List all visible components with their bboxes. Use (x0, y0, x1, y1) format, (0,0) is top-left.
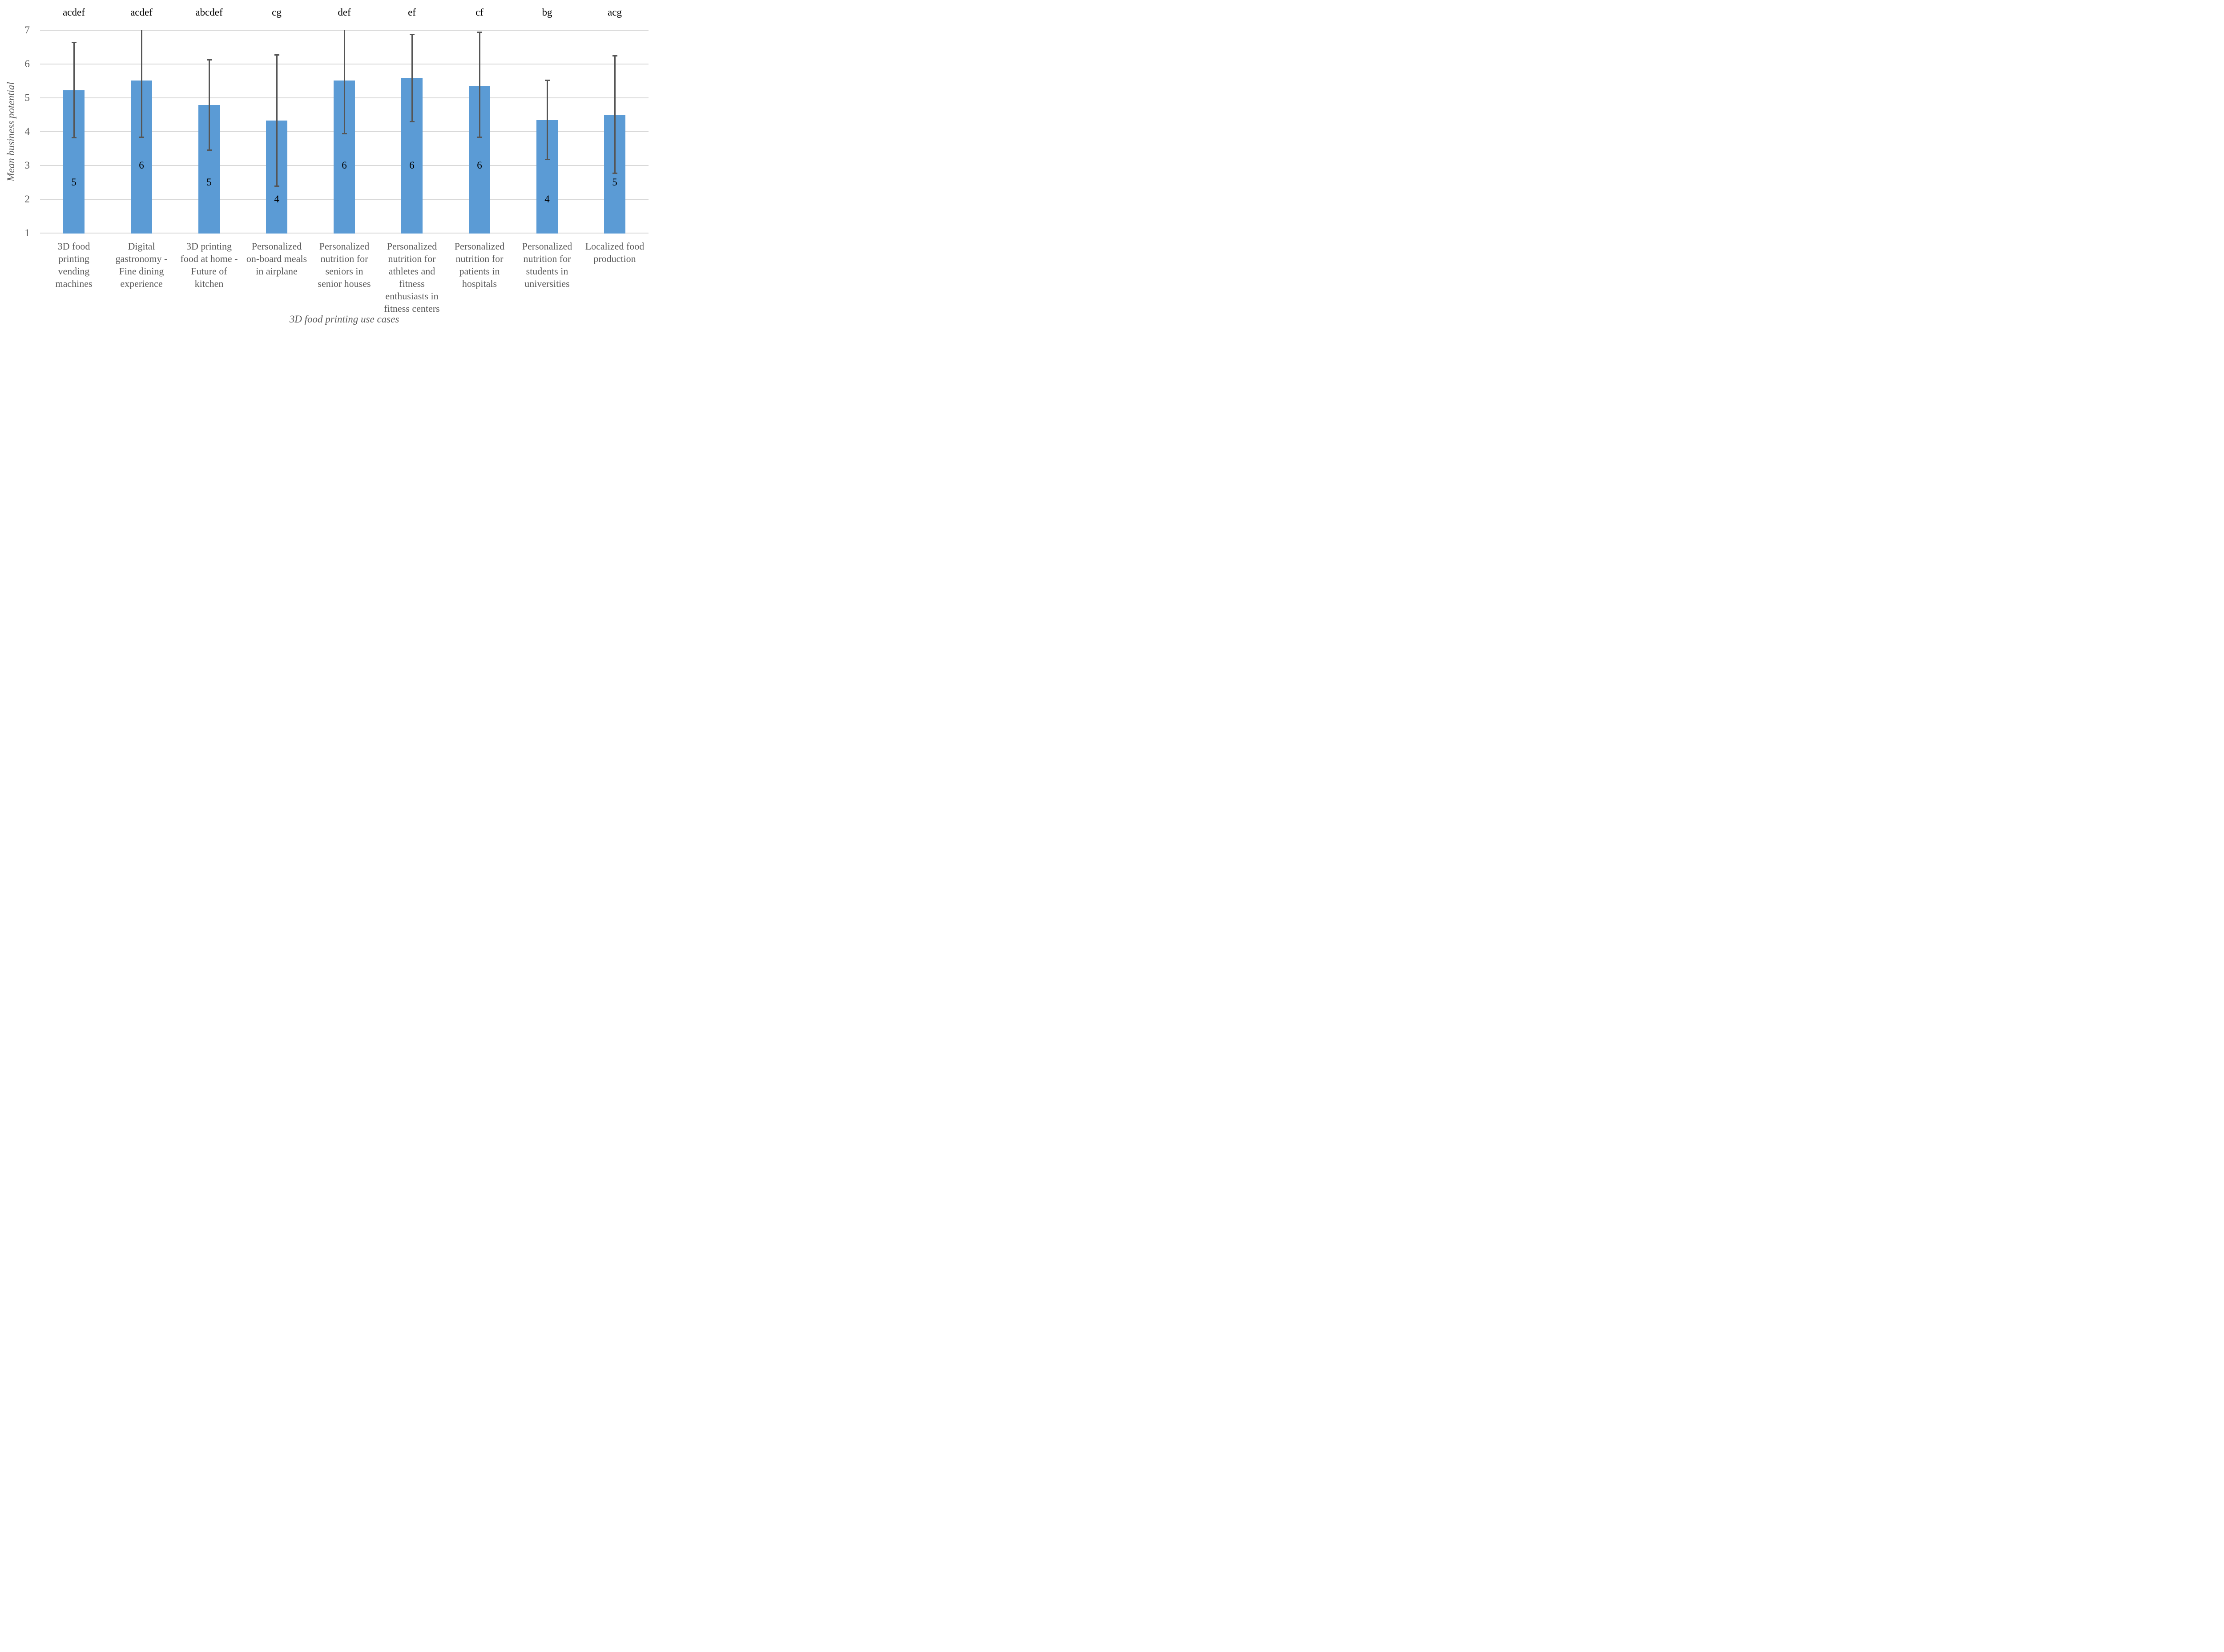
category-label-line: universities (524, 278, 570, 289)
category-label-line: patients in (459, 266, 500, 277)
category-label-line: kitchen (194, 278, 224, 289)
error-cap-bottom (206, 149, 212, 151)
y-axis-tick-label: 7 (24, 24, 30, 36)
category-label-line: experience (120, 278, 163, 289)
error-cap-top (477, 32, 482, 33)
category-label-line: machines (55, 278, 93, 289)
category-label-line: nutrition for (455, 253, 504, 264)
y-axis-tick-label: 2 (24, 193, 30, 205)
median-label: 6 (139, 160, 144, 171)
category-label-line: vending (58, 266, 90, 277)
category-label-line: Digital (128, 241, 155, 252)
median-label: 5 (612, 177, 617, 188)
bar-chart-figure: Mean business potential 3D food printing… (0, 0, 654, 330)
category-label-line: nutrition for (320, 253, 368, 264)
category-label-line: seniors in (325, 266, 363, 277)
category-label-line: hospitals (462, 278, 497, 289)
error-cap-bottom (342, 133, 347, 135)
median-label: 6 (409, 160, 415, 171)
error-cap-bottom (409, 121, 415, 122)
error-whisker (614, 56, 616, 173)
category-label: Personalized on-board meals in airplane (243, 240, 310, 278)
error-cap-top (206, 59, 212, 60)
category-label-line: senior houses (318, 278, 371, 289)
category-label-line: Fine dining (119, 266, 164, 277)
error-cap-top (612, 55, 617, 56)
category-label-line: production (593, 253, 636, 264)
error-cap-top (71, 41, 77, 43)
category-label-line: on-board meals (246, 253, 307, 264)
category-label-line: Future of (191, 266, 227, 277)
category-label-line: fitness (399, 278, 425, 289)
error-cap-bottom (477, 137, 482, 138)
median-label: 5 (71, 177, 77, 188)
category-label-line: Personalized (387, 241, 437, 252)
category-label: 3D food printing vending machines (40, 240, 108, 290)
category-label-line: students in (526, 266, 568, 277)
category-label-line: 3D food (57, 241, 90, 252)
category-label-line: Localized food (585, 241, 645, 252)
significance-letters: def (338, 7, 351, 18)
error-whisker (343, 30, 345, 134)
category-label-line: Personalized (251, 241, 302, 252)
category-label-line: nutrition for (388, 253, 436, 264)
category-label: Digital gastronomy - Fine dining experience (108, 240, 175, 290)
error-whisker (276, 55, 278, 186)
error-cap-top (274, 54, 279, 56)
error-whisker (141, 30, 142, 137)
category-label: Personalized nutrition for athletes and fit… (378, 240, 446, 315)
median-label: 5 (206, 177, 212, 188)
category-label-line: nutrition for (523, 253, 571, 264)
median-label: 6 (477, 160, 482, 171)
category-label-line: enthusiasts in (385, 290, 439, 302)
category-label: Localized food production (581, 240, 649, 265)
error-cap-bottom (544, 158, 550, 160)
median-label: 6 (342, 160, 347, 171)
significance-letters: acg (608, 7, 622, 18)
category-label: Personalized nutrition for patients in hosp… (446, 240, 513, 290)
significance-letters: abcdef (195, 7, 223, 18)
y-axis-tick-label: 6 (24, 58, 30, 69)
error-cap-top (544, 79, 550, 81)
error-whisker (208, 60, 210, 150)
median-label: 4 (544, 193, 550, 205)
significance-letters: cf (475, 7, 483, 18)
significance-letters: bg (542, 7, 552, 18)
error-whisker (479, 32, 480, 137)
category-label-line: gastronomy - (115, 253, 168, 264)
category-label: Personalized nutrition for students in univ… (513, 240, 581, 290)
category-label-line: 3D printing (186, 241, 232, 252)
y-axis-tick-label: 3 (24, 160, 30, 171)
significance-letters: ef (408, 7, 416, 18)
error-cap-top (409, 34, 415, 36)
significance-letters: acdef (130, 7, 153, 18)
category-label-line: Personalized (319, 241, 370, 252)
error-whisker (411, 34, 413, 122)
y-axis-tick-label: 4 (24, 126, 30, 137)
error-cap-bottom (612, 172, 617, 174)
category-label-line: printing (58, 253, 89, 264)
category-label-line: athletes and (388, 266, 435, 277)
x-axis-title: 3D food printing use cases (289, 314, 399, 325)
category-label: 3D printing food at home - Future of kitche… (175, 240, 243, 290)
category-label-line: food at home - (180, 253, 238, 264)
category-label-line: fitness centers (384, 303, 440, 314)
median-label: 4 (274, 193, 279, 205)
error-whisker (73, 42, 75, 138)
category-label-line: Personalized (454, 241, 505, 252)
error-whisker (546, 80, 548, 160)
y-axis-tick-label: 1 (24, 227, 30, 238)
error-cap-bottom (274, 185, 279, 187)
significance-letters: cg (272, 7, 282, 18)
error-cap-bottom (139, 137, 144, 138)
y-axis-tick-label: 5 (24, 92, 30, 103)
category-label-line: Personalized (522, 241, 572, 252)
significance-letters: acdef (63, 7, 85, 18)
error-cap-bottom (71, 137, 77, 139)
category-label-line: in airplane (256, 266, 298, 277)
category-label: Personalized nutrition for seniors in senio… (310, 240, 378, 290)
